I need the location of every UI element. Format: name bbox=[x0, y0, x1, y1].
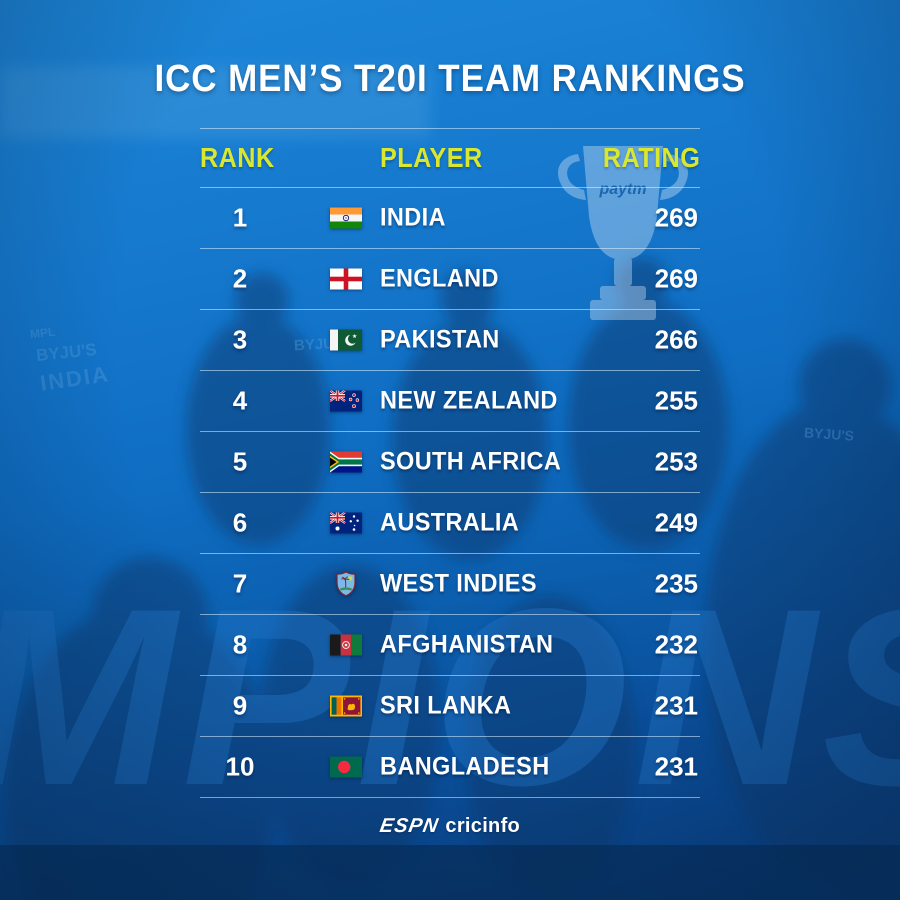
rank-cell: 7 bbox=[232, 568, 248, 599]
flag-pakistan-icon bbox=[330, 329, 362, 351]
table-row: 4 NEW ZEALAND 255 bbox=[200, 371, 700, 432]
trophy-sponsor-label: paytm bbox=[598, 181, 646, 198]
column-header-rating: RATING bbox=[602, 142, 700, 173]
rating-cell: 235 bbox=[654, 568, 698, 599]
rank-cell: 5 bbox=[232, 446, 248, 477]
jersey-text-india: INDIA bbox=[38, 361, 112, 396]
rating-cell: 249 bbox=[654, 507, 698, 538]
team-name: AUSTRALIA bbox=[380, 508, 520, 537]
flag-australia-icon bbox=[330, 512, 362, 534]
jersey-text-byjus-right: BYJU'S bbox=[803, 424, 855, 444]
rank-cell: 8 bbox=[232, 629, 248, 660]
rank-cell: 1 bbox=[232, 202, 248, 233]
rating-cell: 231 bbox=[654, 690, 698, 721]
flag-india-icon bbox=[330, 207, 362, 229]
team-name: WEST INDIES bbox=[380, 569, 537, 598]
trophy-icon: paytm bbox=[558, 146, 688, 320]
rating-cell: 253 bbox=[654, 446, 698, 477]
column-header-rank: RANK bbox=[200, 142, 275, 173]
flag-england-icon bbox=[330, 268, 362, 290]
flag-westindies-icon bbox=[333, 571, 359, 597]
flag-srilanka-icon bbox=[330, 695, 362, 717]
team-name: INDIA bbox=[380, 203, 446, 232]
table-row: 2 ENGLAND 269 bbox=[200, 249, 700, 310]
flag-afghanistan-icon bbox=[330, 634, 362, 656]
footer-logo: ESPN cricinfo bbox=[0, 813, 900, 839]
team-name: ENGLAND bbox=[380, 264, 499, 293]
table-row: 10 BANGLADESH 231 bbox=[200, 737, 700, 798]
table-row: 5 SOUTH AFRICA 253 bbox=[200, 432, 700, 493]
table-row: 3 PAKISTAN 266 bbox=[200, 310, 700, 371]
team-name: NEW ZEALAND bbox=[380, 386, 558, 415]
rank-cell: 4 bbox=[232, 385, 248, 416]
team-name: SRI LANKA bbox=[380, 691, 512, 720]
column-header-player: PLAYER bbox=[380, 142, 483, 173]
rankings-table: RANK PLAYER RATING 1 INDIA 269 2 ENGLAND 269 3… bbox=[200, 128, 700, 798]
espn-logo: ESPN bbox=[378, 814, 441, 837]
rating-cell: 232 bbox=[654, 629, 698, 660]
rank-cell: 10 bbox=[225, 751, 255, 782]
flag-newzealand-icon bbox=[330, 390, 362, 412]
jersey-text-byjus-left: BYJU'S bbox=[35, 339, 98, 366]
team-name: SOUTH AFRICA bbox=[380, 447, 562, 476]
background-watermark: MPIONS bbox=[0, 557, 900, 838]
team-name: AFGHANISTAN bbox=[380, 630, 554, 659]
rating-cell: 269 bbox=[654, 202, 698, 233]
jersey-text-mpl: MPL bbox=[29, 324, 57, 342]
table-body: 1 INDIA 269 2 ENGLAND 269 3 PAKISTAN 266 4 NEW ZEA… bbox=[200, 188, 700, 798]
flag-southafrica-icon bbox=[330, 451, 362, 473]
table-row: 6 AUSTRALIA 249 bbox=[200, 493, 700, 554]
table-row: 9 SRI LANKA 231 bbox=[200, 676, 700, 737]
team-name: BANGLADESH bbox=[380, 752, 550, 781]
rating-cell: 269 bbox=[654, 263, 698, 294]
table-row: 1 INDIA 269 bbox=[200, 188, 700, 249]
flag-bangladesh-icon bbox=[330, 756, 362, 778]
table-row: 7 WEST INDIES 235 bbox=[200, 554, 700, 615]
rank-cell: 6 bbox=[232, 507, 248, 538]
table-row: 8 AFGHANISTAN 232 bbox=[200, 615, 700, 676]
team-name: PAKISTAN bbox=[380, 325, 500, 354]
rating-cell: 266 bbox=[654, 324, 698, 355]
page-title: ICC MEN’S T20I TEAM RANKINGS bbox=[154, 58, 746, 100]
table-header: RANK PLAYER RATING bbox=[200, 128, 700, 188]
rank-cell: 2 bbox=[232, 263, 248, 294]
rating-cell: 255 bbox=[654, 385, 698, 416]
rank-cell: 9 bbox=[232, 690, 248, 721]
rank-cell: 3 bbox=[232, 324, 248, 355]
cricinfo-logo: cricinfo bbox=[445, 814, 521, 837]
rating-cell: 231 bbox=[654, 751, 698, 782]
